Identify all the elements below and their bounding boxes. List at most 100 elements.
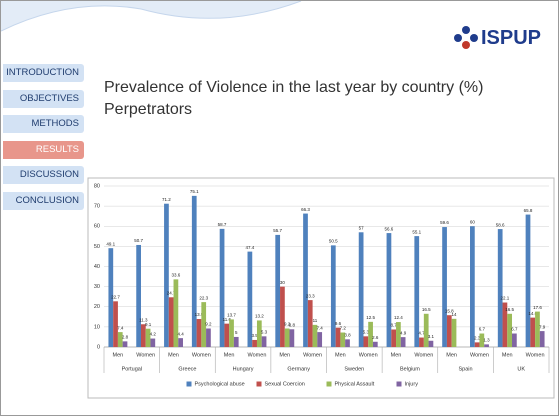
bar (196, 319, 202, 347)
nav-button[interactable]: METHODS (3, 115, 84, 133)
nav-button[interactable]: OBJECTIVES (3, 89, 84, 108)
data-label: 59.6 (440, 220, 449, 225)
x-tick-label: Women (526, 352, 545, 358)
bar (474, 342, 480, 347)
chart: 0 10 20 30 40 50 60 70 80 Men 49.1 22.7 7.4 2.8 Women 5… (87, 177, 555, 399)
x-tick-label: Women (136, 352, 155, 358)
bar (335, 327, 341, 347)
data-label: 7.9 (539, 324, 546, 329)
bar (224, 323, 230, 347)
data-label: 49.1 (106, 241, 115, 246)
legend-label: Sexual Coercion (265, 381, 305, 387)
bar (484, 344, 489, 347)
bar (442, 227, 447, 347)
nav-button[interactable]: DISCUSSION (3, 166, 84, 184)
bar (191, 195, 197, 347)
bar (446, 315, 452, 347)
y-tick-label: 70 (94, 204, 100, 210)
bar (345, 339, 350, 347)
chart-frame (87, 177, 555, 399)
bar (256, 320, 262, 347)
bar (233, 336, 239, 347)
bar (307, 300, 313, 347)
logo-mark (454, 26, 478, 49)
legend-swatch (186, 381, 192, 387)
data-label: 60 (470, 219, 476, 224)
data-label: 16.5 (505, 307, 514, 312)
bar (340, 332, 346, 347)
bar (117, 332, 123, 347)
bar (470, 226, 475, 347)
y-tick-label: 40 (94, 264, 100, 270)
data-label: 2.3 (474, 336, 481, 341)
bar (312, 324, 318, 347)
bar (330, 245, 336, 347)
y-tick-label: 60 (94, 224, 100, 230)
bar (368, 321, 373, 347)
data-label: 9.1 (145, 322, 152, 327)
bar (539, 331, 545, 347)
data-label: 58.6 (496, 222, 505, 227)
bar (145, 328, 151, 347)
bar (229, 319, 234, 347)
logo-text: ISPUP (481, 27, 542, 49)
bar (178, 338, 183, 347)
data-label: 5 (235, 330, 238, 335)
slide-subtitle: Perpetrators (104, 101, 193, 118)
x-tick-label: Men (113, 352, 124, 358)
bar (168, 297, 174, 347)
bar (512, 333, 517, 347)
x-tick-label: Men (502, 352, 513, 358)
data-label: 56.6 (385, 226, 394, 231)
x-tick-label: Women (303, 352, 322, 358)
nav-button[interactable]: CONCLUSION (3, 191, 84, 210)
bar (173, 279, 179, 347)
data-label: 50.7 (134, 238, 143, 243)
data-label: 4.4 (177, 331, 184, 336)
nav-button[interactable]: RESULTS (3, 140, 84, 159)
group-label: UK (517, 366, 525, 372)
bar (122, 341, 128, 347)
y-tick-label: 30 (94, 284, 100, 290)
group-label: Belgium (400, 366, 420, 372)
group-label: Germany (287, 366, 310, 372)
group-label: Sweden (344, 366, 364, 372)
bar (372, 341, 378, 347)
x-tick-label: Women (192, 352, 211, 358)
bar (140, 324, 146, 347)
data-label: 14.6 (528, 311, 537, 316)
data-label: 47.4 (245, 245, 254, 250)
data-label: 5.3 (363, 330, 370, 335)
y-tick-label: 0 (97, 344, 100, 350)
data-label: 6.7 (479, 327, 486, 332)
x-tick-label: Men (279, 352, 290, 358)
decoration (1, 1, 302, 32)
data-label: 58.7 (218, 222, 227, 227)
bar (150, 338, 156, 347)
legend-label: Physical Assault (335, 381, 375, 387)
data-label: 71.2 (162, 197, 171, 202)
data-label: 12.5 (366, 315, 375, 320)
y-tick-label: 50 (94, 244, 100, 250)
data-label: 13.2 (255, 314, 264, 319)
bar (219, 228, 225, 347)
y-tick-label: 80 (94, 183, 100, 189)
bar (391, 329, 397, 347)
data-label: 4.2 (150, 332, 157, 337)
bar (289, 329, 295, 347)
legend-swatch (326, 381, 332, 387)
bar (164, 203, 169, 347)
data-label: 22.7 (111, 295, 120, 300)
data-label: 13.9 (195, 312, 204, 317)
data-label: 9.2 (205, 322, 212, 327)
data-label: 50.5 (329, 239, 338, 244)
data-label: 7.4 (317, 325, 324, 330)
data-label: 23.3 (306, 293, 315, 298)
bar (497, 229, 503, 347)
data-label: 22.1 (501, 296, 510, 301)
data-label: 12.4 (394, 315, 403, 320)
nav-button[interactable]: INTRODUCTION (3, 64, 84, 82)
bar (108, 248, 114, 347)
y-tick-label: 10 (94, 324, 100, 330)
bar (136, 244, 141, 347)
